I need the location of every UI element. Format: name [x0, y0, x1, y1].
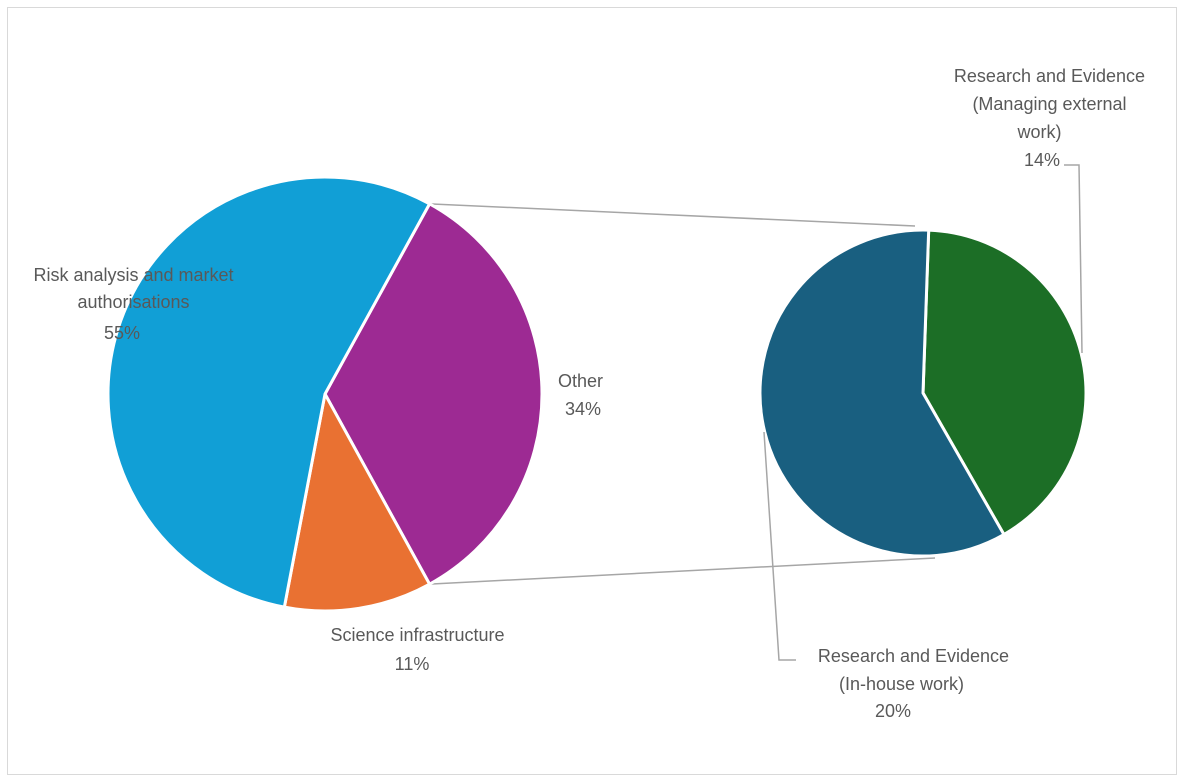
connector-bottom: [429, 557, 936, 585]
slice-research-inhouse: [758, 228, 1006, 558]
label-other-line1: Other: [558, 371, 603, 391]
label-research-external-line3: work): [1016, 122, 1061, 142]
label-risk-analysis-line1: Risk analysis and market: [33, 265, 233, 285]
label-other: Other 34%: [558, 371, 608, 419]
secondary-pie: [758, 228, 1088, 558]
leader-research-inhouse: [763, 431, 796, 661]
label-research-external-value: 14%: [1024, 150, 1060, 170]
connector-lines: [429, 203, 936, 585]
label-research-inhouse-line1: Research and Evidence: [818, 646, 1009, 666]
slice-risk-analysis: [106, 175, 432, 609]
label-risk-analysis-value: 55%: [104, 323, 140, 343]
label-research-external-line1: Research and Evidence: [954, 66, 1145, 86]
label-risk-analysis: Risk analysis and market authorisations …: [33, 265, 238, 343]
label-research-external-line2: (Managing external: [972, 94, 1126, 114]
label-science-infrastructure: Science infrastructure 11%: [330, 625, 509, 674]
leader-lines: [763, 164, 1083, 661]
label-research-inhouse: Research and Evidence (In-house work) 20…: [818, 646, 1014, 721]
leader-research-external: [1064, 164, 1083, 354]
label-other-value: 34%: [565, 399, 601, 419]
slice-other: [323, 201, 544, 587]
slice-science-infrastructure: [282, 389, 432, 613]
label-research-inhouse-line2: (In-house work): [839, 674, 964, 694]
main-pie: [106, 175, 544, 613]
label-science-infrastructure-line1: Science infrastructure: [330, 625, 504, 645]
label-research-external: Research and Evidence (Managing external…: [954, 66, 1150, 170]
label-risk-analysis-line2: authorisations: [77, 292, 189, 312]
slice-research-external: [921, 228, 1088, 537]
label-research-inhouse-value: 20%: [875, 701, 911, 721]
connector-top: [429, 203, 916, 227]
label-science-infrastructure-value: 11%: [395, 654, 430, 674]
